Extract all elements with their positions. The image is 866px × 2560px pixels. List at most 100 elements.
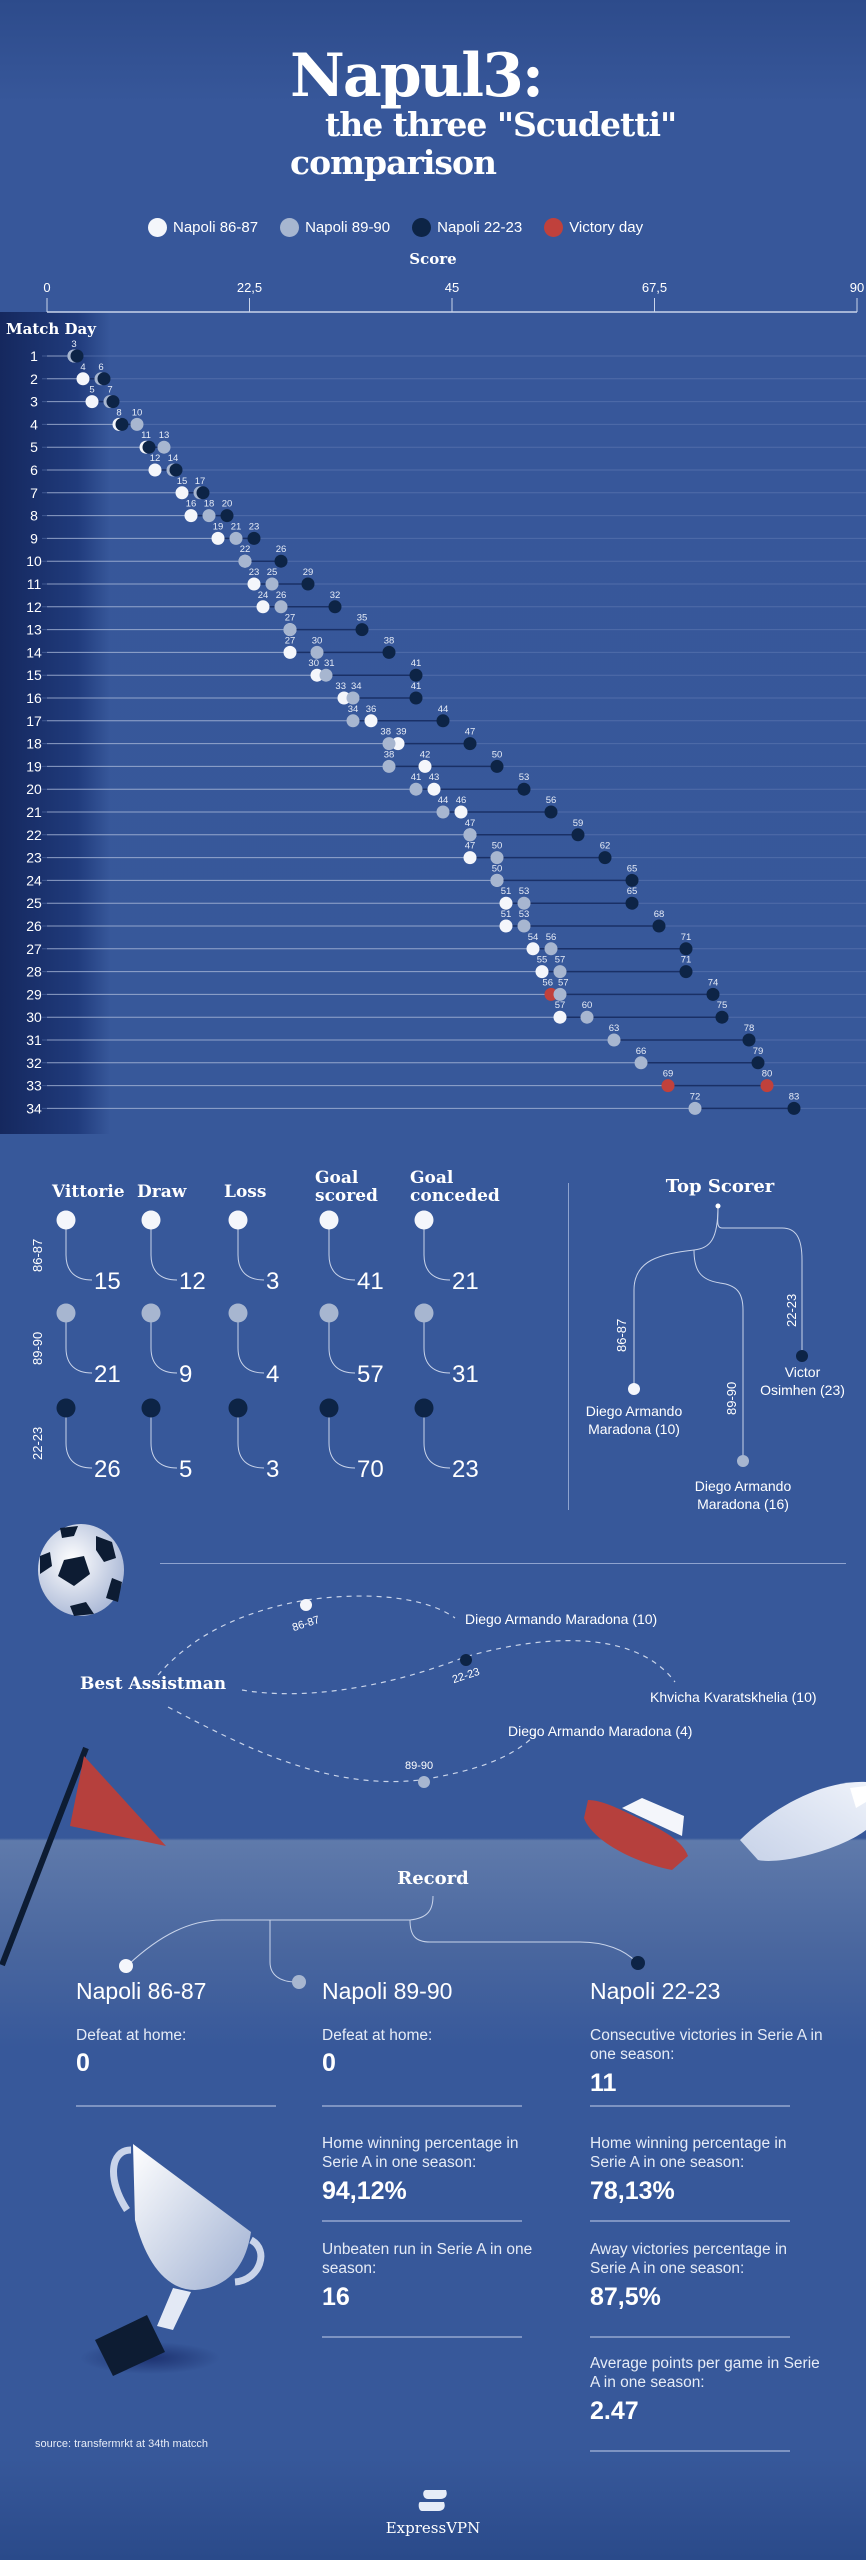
data-label: 17 — [195, 476, 206, 487]
record-team-heading: Napoli 22-23 — [590, 1978, 721, 2004]
data-point-napoli-89-90-day-24 — [490, 873, 504, 887]
stat-connector — [56, 1398, 93, 1469]
data-point-napoli-89-90-day-15 — [319, 668, 333, 682]
data-label: 44 — [438, 704, 449, 715]
data-point-napoli-86-87-day-14 — [283, 645, 297, 659]
stat-connector — [228, 1210, 265, 1281]
data-label: 53 — [519, 772, 530, 783]
data-label: 56 — [546, 932, 557, 943]
record-value: 11 — [590, 2068, 617, 2097]
record-item: Average points per game in Serie A in on… — [590, 2354, 825, 2426]
match-day-label: 27 — [26, 941, 42, 957]
data-label: 13 — [159, 430, 170, 441]
data-label: 41 — [411, 658, 422, 669]
record-label: Consecutive victories in Serie A in one … — [590, 2027, 823, 2064]
data-point-napoli-86-87-day-6 — [148, 463, 162, 477]
record-item: Defeat at home: 0 — [322, 2026, 557, 2078]
data-point-napoli-89-90-day-12 — [274, 600, 288, 614]
record-label: Home winning percentage in Serie A in on… — [590, 2135, 787, 2172]
section-divider — [568, 1183, 569, 1510]
data-point-napoli-86-87-day-15 — [310, 668, 324, 682]
stat-value: 57 — [357, 1361, 384, 1388]
match-day-label: 18 — [26, 736, 42, 752]
record-item: Defeat at home: 0 — [76, 2026, 311, 2078]
record-divider — [590, 2220, 790, 2222]
record-dot-86-87 — [119, 1959, 133, 1973]
data-label: 35 — [357, 613, 368, 624]
record-dot-89-90 — [292, 1975, 306, 1989]
data-point-napoli-22-23-day-10 — [274, 554, 288, 568]
data-label: 68 — [654, 909, 665, 920]
stat-column-header: Goal scored — [315, 1168, 378, 1206]
data-point-napoli-86-87-day-28 — [535, 965, 549, 979]
data-point-napoli-22-23-day-12 — [328, 600, 342, 614]
data-point-napoli-89-90-day-33 — [661, 1079, 675, 1093]
legend-item-victory-day: Victory day — [544, 218, 643, 237]
data-label: 62 — [600, 841, 611, 852]
data-label: 20 — [222, 499, 233, 510]
data-point-napoli-86-87-day-21 — [454, 805, 468, 819]
assist-dot-89-90 — [418, 1776, 430, 1788]
corner-flag-icon — [0, 1746, 166, 1967]
assist-dot-86-87 — [300, 1599, 312, 1611]
data-label: 57 — [555, 955, 566, 966]
data-point-napoli-22-23-day-5 — [142, 440, 156, 454]
match-day-label: 22 — [26, 827, 42, 843]
data-point-napoli-86-87-day-16 — [337, 691, 351, 705]
stat-connector — [414, 1398, 451, 1469]
data-point-napoli-86-87-day-25 — [499, 896, 513, 910]
data-point-napoli-89-90-day-10 — [238, 554, 252, 568]
data-point-napoli-86-87-day-18 — [391, 737, 405, 751]
record-item: Away victories percentage in Serie A in … — [590, 2240, 825, 2312]
data-label: 3 — [71, 339, 76, 350]
data-label: 60 — [582, 1000, 593, 1011]
data-label: 29 — [303, 567, 314, 578]
data-point-napoli-86-87-day-29 — [544, 987, 558, 1001]
title-line-2: the three "Scudetti" — [325, 105, 677, 144]
data-point-napoli-86-87-day-9 — [211, 531, 225, 545]
data-point-napoli-89-90-day-16 — [346, 691, 360, 705]
data-point-napoli-22-23-day-33 — [760, 1079, 774, 1093]
data-label: 51 — [501, 909, 512, 920]
legend-label: Napoli 89-90 — [305, 219, 391, 236]
data-point-napoli-89-90-day-5 — [157, 440, 171, 454]
record-divider — [76, 2105, 276, 2107]
match-day-label: 20 — [26, 781, 42, 797]
assistman-89-90: Diego Armando Maradona (4) — [508, 1723, 693, 1739]
record-label: Unbeaten run in Serie A in one season: — [322, 2241, 533, 2278]
data-point-napoli-86-87-day-11 — [247, 577, 261, 591]
data-point-napoli-89-90-day-25 — [517, 896, 531, 910]
data-label: 24 — [258, 590, 269, 601]
data-point-napoli-86-87-day-3 — [85, 395, 99, 409]
scorer-season: 89-90 — [724, 1381, 739, 1415]
data-point-napoli-22-23-day-1 — [70, 349, 84, 363]
data-point-napoli-22-23-day-34 — [787, 1101, 801, 1115]
x-tick-label: 45 — [445, 280, 459, 295]
top-scorer-title: Top Scorer — [665, 1176, 775, 1197]
match-day-label: 8 — [30, 508, 38, 524]
data-point-napoli-86-87-day-26 — [499, 919, 513, 933]
data-point-napoli-22-23-day-11 — [301, 577, 315, 591]
data-point-napoli-22-23-day-25 — [625, 896, 639, 910]
record-divider — [590, 2450, 790, 2452]
stat-dot — [141, 1210, 161, 1230]
legend-dot-icon — [412, 218, 432, 237]
match-day-label: 30 — [26, 1009, 42, 1025]
data-label: 41 — [411, 772, 422, 783]
data-label: 38 — [380, 727, 391, 738]
data-point-napoli-22-23-day-3 — [106, 395, 120, 409]
data-point-napoli-89-90-day-8 — [202, 509, 216, 523]
record-team-heading: Napoli 86-87 — [76, 1978, 207, 2004]
record-title: Record — [397, 1868, 469, 1889]
legend-item-89-90: Napoli 89-90 — [280, 218, 390, 237]
match-day-label: 31 — [26, 1032, 42, 1048]
stat-connector — [319, 1210, 356, 1281]
data-label: 30 — [312, 635, 323, 646]
stat-connector — [319, 1303, 356, 1374]
match-day-label: 12 — [26, 599, 42, 615]
data-point-napoli-89-90-day-23 — [490, 851, 504, 865]
top-scorer-86-87: Diego Armando Maradona (10) — [574, 1402, 694, 1438]
data-point-napoli-86-87-day-23 — [463, 851, 477, 865]
data-point-napoli-22-23-day-19 — [490, 759, 504, 773]
